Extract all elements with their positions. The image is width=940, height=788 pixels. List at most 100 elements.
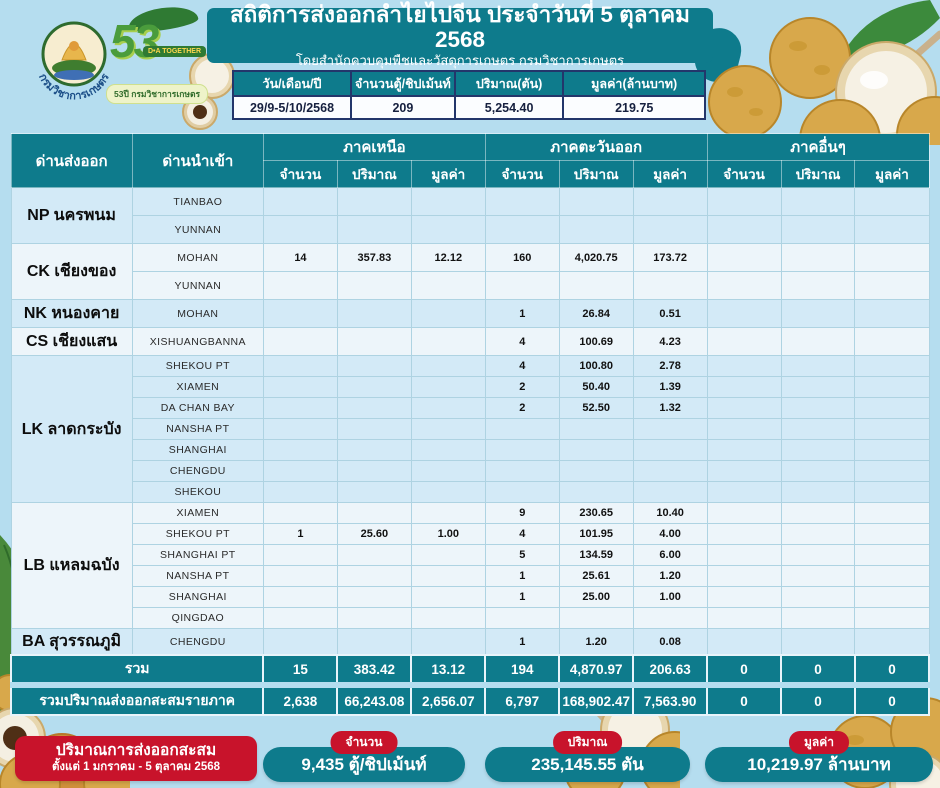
value-cell bbox=[484, 607, 560, 629]
value-cell bbox=[410, 397, 486, 419]
table-row: CK เชียงของ MOHAN 14 357.83 12.12 160 4,020.75… bbox=[10, 243, 930, 300]
value-cell: 25.00 bbox=[558, 586, 634, 608]
value-cell bbox=[558, 215, 634, 244]
value-cell: 4 bbox=[484, 327, 560, 356]
total-value-cell: 4,870.97 bbox=[558, 654, 635, 686]
value-cell bbox=[484, 460, 560, 482]
value-cell bbox=[780, 243, 856, 272]
value-cell bbox=[336, 271, 412, 300]
value-cell bbox=[706, 460, 782, 482]
import-port-cell: CHENGDU bbox=[131, 460, 264, 482]
value-cell bbox=[706, 502, 782, 524]
value-cell: 26.84 bbox=[558, 299, 634, 328]
value-cell bbox=[262, 544, 338, 566]
value-cell: 1 bbox=[484, 586, 560, 608]
value-cell bbox=[854, 187, 930, 216]
value-cell bbox=[410, 327, 486, 356]
table-row: SHEKOU PT 1 25.60 1.00 4 101.95 4.00 bbox=[11, 523, 930, 545]
value-cell bbox=[484, 481, 560, 503]
value-cell: 173.72 bbox=[632, 243, 708, 272]
value-cell bbox=[410, 544, 486, 566]
export-checkpoint-cell: LB แหลมฉบัง bbox=[10, 502, 133, 629]
table-row: LB แหลมฉบัง XIAMEN 9 230.65 10.40 bbox=[10, 502, 930, 629]
value-cell bbox=[854, 607, 930, 629]
value-cell bbox=[854, 502, 930, 524]
value-cell: 9 bbox=[484, 502, 560, 524]
total-value-cell: 0 bbox=[706, 654, 783, 686]
value-cell: 2 bbox=[484, 376, 560, 398]
summary-value-date: 29/9-5/10/2568 bbox=[232, 95, 352, 120]
value-cell bbox=[558, 187, 634, 216]
value-cell bbox=[410, 418, 486, 440]
export-table: ด่านส่งออก ด่านนำเข้า ภาคเหนือ ภาคตะวันออกภ… bbox=[9, 133, 931, 716]
value-cell bbox=[484, 215, 560, 244]
value-cell bbox=[632, 215, 708, 244]
cumulative-title: ปริมาณการส่งออกสะสม bbox=[55, 741, 217, 759]
cumulative-value-cell: 2,656.07 bbox=[410, 682, 487, 716]
value-cell bbox=[780, 481, 856, 503]
cumulative-value-cell: 7,563.90 bbox=[632, 682, 709, 716]
import-port-cell: SHANGHAI bbox=[131, 439, 264, 461]
value-cell bbox=[854, 544, 930, 566]
value-cell bbox=[706, 523, 782, 545]
value-cell bbox=[336, 376, 412, 398]
value-cell bbox=[780, 544, 856, 566]
export-checkpoint-cell: BA สุวรรณภูมิ bbox=[10, 628, 133, 656]
import-port-cell: QINGDAO bbox=[131, 607, 264, 629]
value-cell bbox=[780, 586, 856, 608]
value-cell bbox=[706, 355, 782, 377]
doa-together-badge: D•A TOGETHER bbox=[142, 46, 206, 57]
value-cell bbox=[558, 607, 634, 629]
value-cell bbox=[262, 355, 338, 377]
header-region-0: ภาคเหนือ bbox=[262, 133, 486, 161]
value-cell bbox=[632, 418, 708, 440]
cumulative-value-cell: 2,638 bbox=[262, 682, 339, 716]
value-cell bbox=[558, 439, 634, 461]
import-port-cell: SHEKOU PT bbox=[131, 523, 264, 545]
summary-value-shipments: 209 bbox=[350, 95, 456, 120]
value-cell bbox=[484, 418, 560, 440]
total-row: รวม 15 383.42 13.12 194 4,870.97 206.63 0 0 0 bbox=[9, 654, 931, 686]
value-cell bbox=[706, 544, 782, 566]
value-cell bbox=[780, 397, 856, 419]
value-cell bbox=[706, 418, 782, 440]
value-cell bbox=[336, 327, 412, 356]
value-cell: 1 bbox=[262, 523, 338, 545]
value-cell bbox=[780, 187, 856, 216]
value-cell bbox=[706, 187, 782, 216]
value-cell: 1 bbox=[484, 628, 560, 656]
value-cell bbox=[410, 299, 486, 328]
value-cell bbox=[336, 439, 412, 461]
volume-value: 235,145.55 ตัน bbox=[531, 755, 644, 774]
value-cell bbox=[780, 215, 856, 244]
table-row: XIAMEN 2 50.40 1.39 bbox=[11, 376, 930, 398]
value-cell bbox=[410, 481, 486, 503]
value-cell: 1.00 bbox=[632, 586, 708, 608]
value-cell bbox=[780, 355, 856, 377]
value-cell bbox=[558, 271, 634, 300]
value-cell: 50.40 bbox=[558, 376, 634, 398]
value-cell bbox=[262, 215, 338, 244]
value-cell bbox=[780, 523, 856, 545]
table-row: DA CHAN BAY 2 52.50 1.32 bbox=[11, 397, 930, 419]
total-shipments-pill: จำนวน 9,435 ตู้/ชิปเม้นท์ bbox=[263, 731, 465, 782]
value-cell bbox=[484, 439, 560, 461]
value-cell: 357.83 bbox=[336, 243, 412, 272]
value-cell bbox=[336, 586, 412, 608]
value-cell: 1 bbox=[484, 565, 560, 587]
value-cell bbox=[780, 460, 856, 482]
page-title-box: สถิติการส่งออกลำไยไปจีน ประจำวันที่ 5 ตุ… bbox=[207, 2, 713, 68]
value-cell bbox=[410, 586, 486, 608]
value-cell bbox=[780, 418, 856, 440]
summary-value-value: 219.75 bbox=[562, 95, 706, 120]
value-cell bbox=[780, 565, 856, 587]
import-port-cell: MOHAN bbox=[131, 299, 264, 328]
import-port-cell: NANSHA PT bbox=[131, 418, 264, 440]
header-region-2: ภาคอื่นๆ bbox=[706, 133, 930, 161]
page-subtitle: โดยสำนักควบคุมพืชและวัสดุการเกษตร กรมวิช… bbox=[295, 53, 625, 69]
table-row: NANSHA PT 1 25.61 1.20 bbox=[11, 565, 930, 587]
value-cell bbox=[336, 460, 412, 482]
value-cell bbox=[336, 299, 412, 328]
summary-value-row: 29/9-5/10/2568 209 5,254.40 219.75 bbox=[232, 95, 706, 120]
